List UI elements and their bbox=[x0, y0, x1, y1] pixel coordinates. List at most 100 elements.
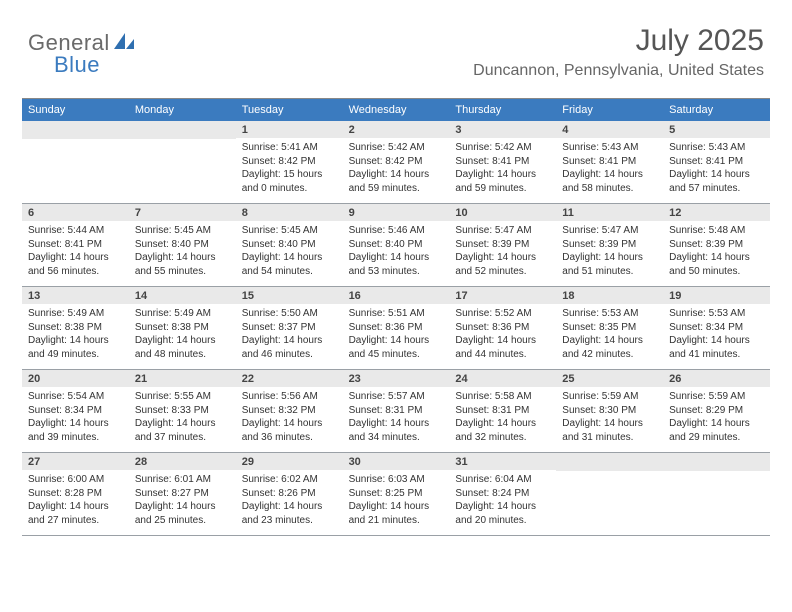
day-cell: 16Sunrise: 5:51 AMSunset: 8:36 PMDayligh… bbox=[343, 287, 450, 369]
day-cell: 24Sunrise: 5:58 AMSunset: 8:31 PMDayligh… bbox=[449, 370, 556, 452]
day-line-sr: Sunrise: 5:49 AM bbox=[28, 307, 123, 321]
day-line-ss: Sunset: 8:39 PM bbox=[562, 238, 657, 252]
day-number: 30 bbox=[343, 453, 450, 470]
day-details: Sunrise: 6:02 AMSunset: 8:26 PMDaylight:… bbox=[236, 470, 343, 533]
day-line-ss: Sunset: 8:39 PM bbox=[455, 238, 550, 252]
day-line-d1: Daylight: 14 hours bbox=[349, 168, 444, 182]
day-line-ss: Sunset: 8:41 PM bbox=[28, 238, 123, 252]
day-cell: 7Sunrise: 5:45 AMSunset: 8:40 PMDaylight… bbox=[129, 204, 236, 286]
day-cell bbox=[22, 121, 129, 203]
day-line-d2: and 54 minutes. bbox=[242, 265, 337, 279]
day-details: Sunrise: 5:41 AMSunset: 8:42 PMDaylight:… bbox=[236, 138, 343, 201]
day-cell: 9Sunrise: 5:46 AMSunset: 8:40 PMDaylight… bbox=[343, 204, 450, 286]
day-number: 31 bbox=[449, 453, 556, 470]
day-line-d1: Daylight: 14 hours bbox=[455, 251, 550, 265]
day-line-d2: and 59 minutes. bbox=[455, 182, 550, 196]
day-number: 23 bbox=[343, 370, 450, 387]
day-line-d1: Daylight: 14 hours bbox=[135, 500, 230, 514]
day-line-d2: and 29 minutes. bbox=[669, 431, 764, 445]
day-cell: 17Sunrise: 5:52 AMSunset: 8:36 PMDayligh… bbox=[449, 287, 556, 369]
day-number: 11 bbox=[556, 204, 663, 221]
day-details: Sunrise: 5:43 AMSunset: 8:41 PMDaylight:… bbox=[556, 138, 663, 201]
day-cell: 30Sunrise: 6:03 AMSunset: 8:25 PMDayligh… bbox=[343, 453, 450, 535]
day-line-sr: Sunrise: 5:46 AM bbox=[349, 224, 444, 238]
day-details: Sunrise: 6:01 AMSunset: 8:27 PMDaylight:… bbox=[129, 470, 236, 533]
day-line-d2: and 37 minutes. bbox=[135, 431, 230, 445]
dow-tuesday: Tuesday bbox=[236, 99, 343, 121]
day-line-ss: Sunset: 8:38 PM bbox=[28, 321, 123, 335]
day-number: 1 bbox=[236, 121, 343, 138]
day-number: 13 bbox=[22, 287, 129, 304]
day-line-sr: Sunrise: 5:56 AM bbox=[242, 390, 337, 404]
location-subtitle: Duncannon, Pennsylvania, United States bbox=[473, 62, 764, 80]
title-block: July 2025 Duncannon, Pennsylvania, Unite… bbox=[473, 24, 764, 80]
day-line-ss: Sunset: 8:36 PM bbox=[455, 321, 550, 335]
week-row: 13Sunrise: 5:49 AMSunset: 8:38 PMDayligh… bbox=[22, 287, 770, 370]
day-line-d2: and 34 minutes. bbox=[349, 431, 444, 445]
day-number: 26 bbox=[663, 370, 770, 387]
day-cell: 15Sunrise: 5:50 AMSunset: 8:37 PMDayligh… bbox=[236, 287, 343, 369]
day-line-d2: and 51 minutes. bbox=[562, 265, 657, 279]
day-line-ss: Sunset: 8:41 PM bbox=[669, 155, 764, 169]
day-number: 22 bbox=[236, 370, 343, 387]
day-of-week-header: Sunday Monday Tuesday Wednesday Thursday… bbox=[22, 99, 770, 121]
day-line-sr: Sunrise: 5:47 AM bbox=[455, 224, 550, 238]
day-line-d1: Daylight: 14 hours bbox=[455, 417, 550, 431]
day-number: 3 bbox=[449, 121, 556, 138]
day-number: 15 bbox=[236, 287, 343, 304]
day-cell: 19Sunrise: 5:53 AMSunset: 8:34 PMDayligh… bbox=[663, 287, 770, 369]
day-line-ss: Sunset: 8:25 PM bbox=[349, 487, 444, 501]
dow-thursday: Thursday bbox=[449, 99, 556, 121]
day-line-d1: Daylight: 14 hours bbox=[669, 168, 764, 182]
day-line-ss: Sunset: 8:29 PM bbox=[669, 404, 764, 418]
day-number: 12 bbox=[663, 204, 770, 221]
day-line-sr: Sunrise: 6:00 AM bbox=[28, 473, 123, 487]
day-details: Sunrise: 5:50 AMSunset: 8:37 PMDaylight:… bbox=[236, 304, 343, 367]
day-details: Sunrise: 5:53 AMSunset: 8:34 PMDaylight:… bbox=[663, 304, 770, 367]
day-line-ss: Sunset: 8:28 PM bbox=[28, 487, 123, 501]
day-cell: 6Sunrise: 5:44 AMSunset: 8:41 PMDaylight… bbox=[22, 204, 129, 286]
day-line-ss: Sunset: 8:24 PM bbox=[455, 487, 550, 501]
day-line-ss: Sunset: 8:38 PM bbox=[135, 321, 230, 335]
day-line-sr: Sunrise: 6:04 AM bbox=[455, 473, 550, 487]
logo-text-blue-wrap: Blue bbox=[30, 52, 100, 78]
dow-friday: Friday bbox=[556, 99, 663, 121]
day-line-d2: and 46 minutes. bbox=[242, 348, 337, 362]
day-line-d2: and 20 minutes. bbox=[455, 514, 550, 528]
day-details: Sunrise: 5:54 AMSunset: 8:34 PMDaylight:… bbox=[22, 387, 129, 450]
day-line-d1: Daylight: 14 hours bbox=[349, 251, 444, 265]
weeks-container: 1Sunrise: 5:41 AMSunset: 8:42 PMDaylight… bbox=[22, 121, 770, 536]
day-details: Sunrise: 5:59 AMSunset: 8:30 PMDaylight:… bbox=[556, 387, 663, 450]
day-cell: 18Sunrise: 5:53 AMSunset: 8:35 PMDayligh… bbox=[556, 287, 663, 369]
day-line-sr: Sunrise: 5:45 AM bbox=[135, 224, 230, 238]
day-line-d1: Daylight: 14 hours bbox=[562, 168, 657, 182]
day-line-sr: Sunrise: 5:42 AM bbox=[455, 141, 550, 155]
day-details: Sunrise: 5:55 AMSunset: 8:33 PMDaylight:… bbox=[129, 387, 236, 450]
day-number: 6 bbox=[22, 204, 129, 221]
day-cell bbox=[663, 453, 770, 535]
day-line-ss: Sunset: 8:40 PM bbox=[135, 238, 230, 252]
day-line-d1: Daylight: 14 hours bbox=[669, 334, 764, 348]
day-cell: 10Sunrise: 5:47 AMSunset: 8:39 PMDayligh… bbox=[449, 204, 556, 286]
day-line-ss: Sunset: 8:36 PM bbox=[349, 321, 444, 335]
day-cell: 20Sunrise: 5:54 AMSunset: 8:34 PMDayligh… bbox=[22, 370, 129, 452]
day-cell: 21Sunrise: 5:55 AMSunset: 8:33 PMDayligh… bbox=[129, 370, 236, 452]
day-details: Sunrise: 5:47 AMSunset: 8:39 PMDaylight:… bbox=[449, 221, 556, 284]
day-cell: 4Sunrise: 5:43 AMSunset: 8:41 PMDaylight… bbox=[556, 121, 663, 203]
day-line-d2: and 52 minutes. bbox=[455, 265, 550, 279]
day-line-d2: and 59 minutes. bbox=[349, 182, 444, 196]
day-details: Sunrise: 5:45 AMSunset: 8:40 PMDaylight:… bbox=[129, 221, 236, 284]
day-line-sr: Sunrise: 5:44 AM bbox=[28, 224, 123, 238]
dow-saturday: Saturday bbox=[663, 99, 770, 121]
day-line-ss: Sunset: 8:37 PM bbox=[242, 321, 337, 335]
day-details: Sunrise: 5:47 AMSunset: 8:39 PMDaylight:… bbox=[556, 221, 663, 284]
day-line-d1: Daylight: 14 hours bbox=[135, 334, 230, 348]
day-line-sr: Sunrise: 5:49 AM bbox=[135, 307, 230, 321]
day-details: Sunrise: 5:53 AMSunset: 8:35 PMDaylight:… bbox=[556, 304, 663, 367]
day-cell: 23Sunrise: 5:57 AMSunset: 8:31 PMDayligh… bbox=[343, 370, 450, 452]
day-line-sr: Sunrise: 5:53 AM bbox=[562, 307, 657, 321]
day-number: 19 bbox=[663, 287, 770, 304]
day-details: Sunrise: 5:51 AMSunset: 8:36 PMDaylight:… bbox=[343, 304, 450, 367]
day-details: Sunrise: 6:03 AMSunset: 8:25 PMDaylight:… bbox=[343, 470, 450, 533]
day-line-ss: Sunset: 8:26 PM bbox=[242, 487, 337, 501]
